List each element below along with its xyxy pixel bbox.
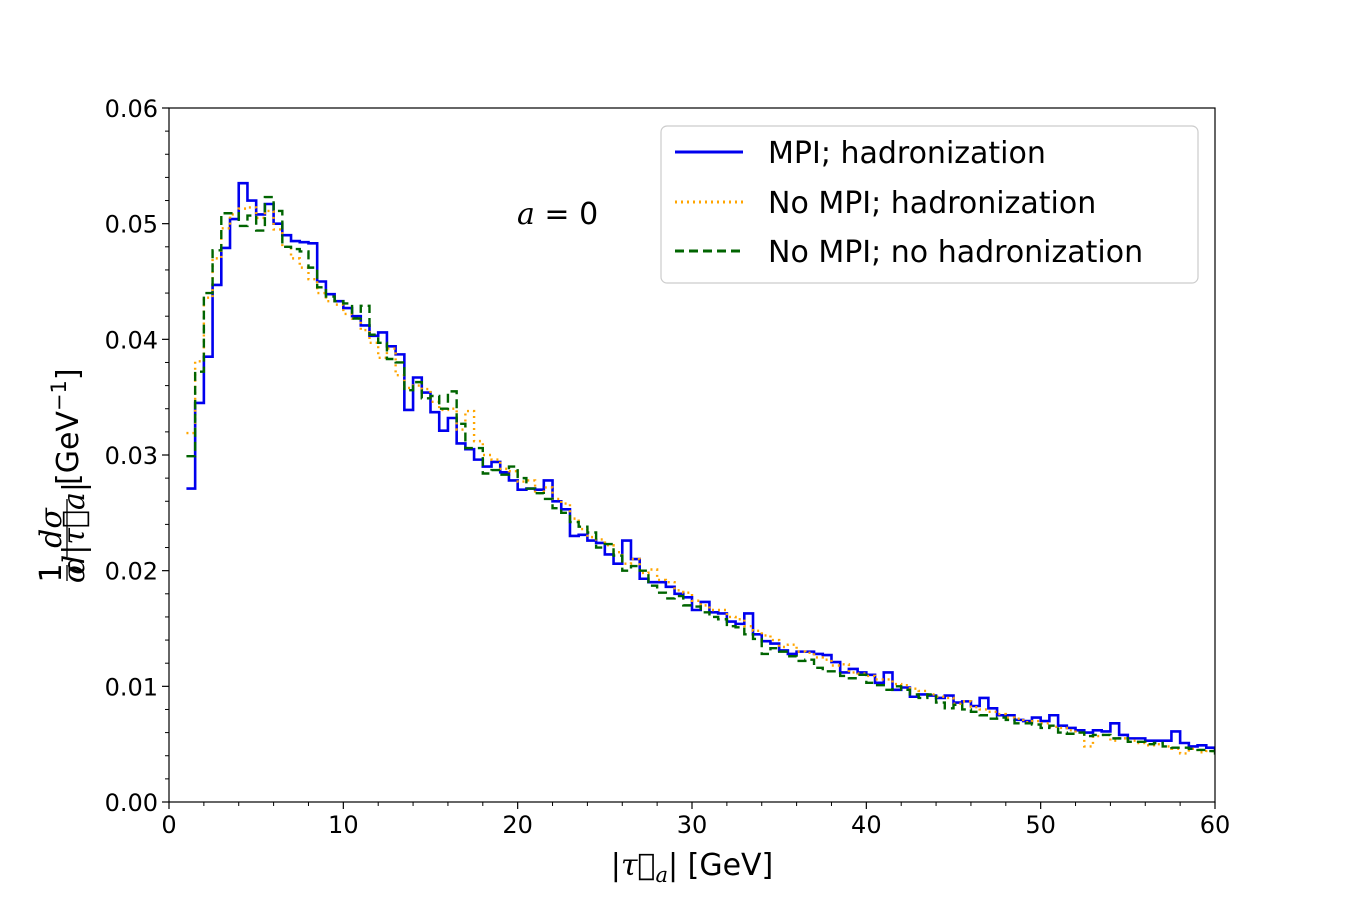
legend-label-mpi-hadronization: MPI; hadronization: [768, 136, 1046, 171]
y-label-sigma: σ: [57, 561, 92, 583]
x-tick-label: 50: [1025, 811, 1056, 839]
x-tick-label: 20: [502, 811, 533, 839]
y-tick-label: 0.03: [105, 442, 158, 470]
y-tick-label: 0.05: [105, 211, 158, 239]
legend-label-no-mpi-no-hadronization: No MPI; no hadronization: [768, 235, 1143, 270]
x-tick-label: 60: [1200, 811, 1231, 839]
axis-ticks: 0 10 20 30 40 50 60 0.00 0.01 0.02 0.03 0.04 0.05 0.0…: [105, 95, 1231, 839]
plot-frame: [168, 107, 1216, 803]
y-tick-label: 0.01: [105, 673, 158, 701]
y-label-unit: [GeV−1]: [47, 368, 86, 485]
y-label-dtau: d|τ⃗a|: [57, 482, 92, 574]
annotation: a = 0: [517, 197, 598, 232]
x-tick-label: 10: [328, 811, 359, 839]
y-axis-label: 1 σ dσ d|τ⃗a| [GeV−1]: [34, 368, 92, 583]
y-tick-label: 0.00: [105, 789, 158, 817]
series-layer: [186, 181, 1215, 755]
legend-label-no-mpi-hadronization: No MPI; hadronization: [768, 186, 1096, 221]
x-tick-label: 40: [851, 811, 882, 839]
x-tick-label: 0: [161, 811, 176, 839]
y-tick-label: 0.02: [105, 558, 158, 586]
y-label-one: 1: [34, 563, 69, 582]
legend-box: [660, 125, 1199, 284]
x-tick-label: 30: [677, 811, 708, 839]
y-label-dsigma: dσ: [34, 507, 69, 548]
x-axis-label: |τ⃗a| [GeV]: [611, 848, 774, 887]
y-tick-label: 0.04: [105, 326, 158, 354]
y-tick-label: 0.06: [105, 95, 158, 123]
legend: MPI; hadronization No MPI; hadronization…: [660, 125, 1199, 284]
